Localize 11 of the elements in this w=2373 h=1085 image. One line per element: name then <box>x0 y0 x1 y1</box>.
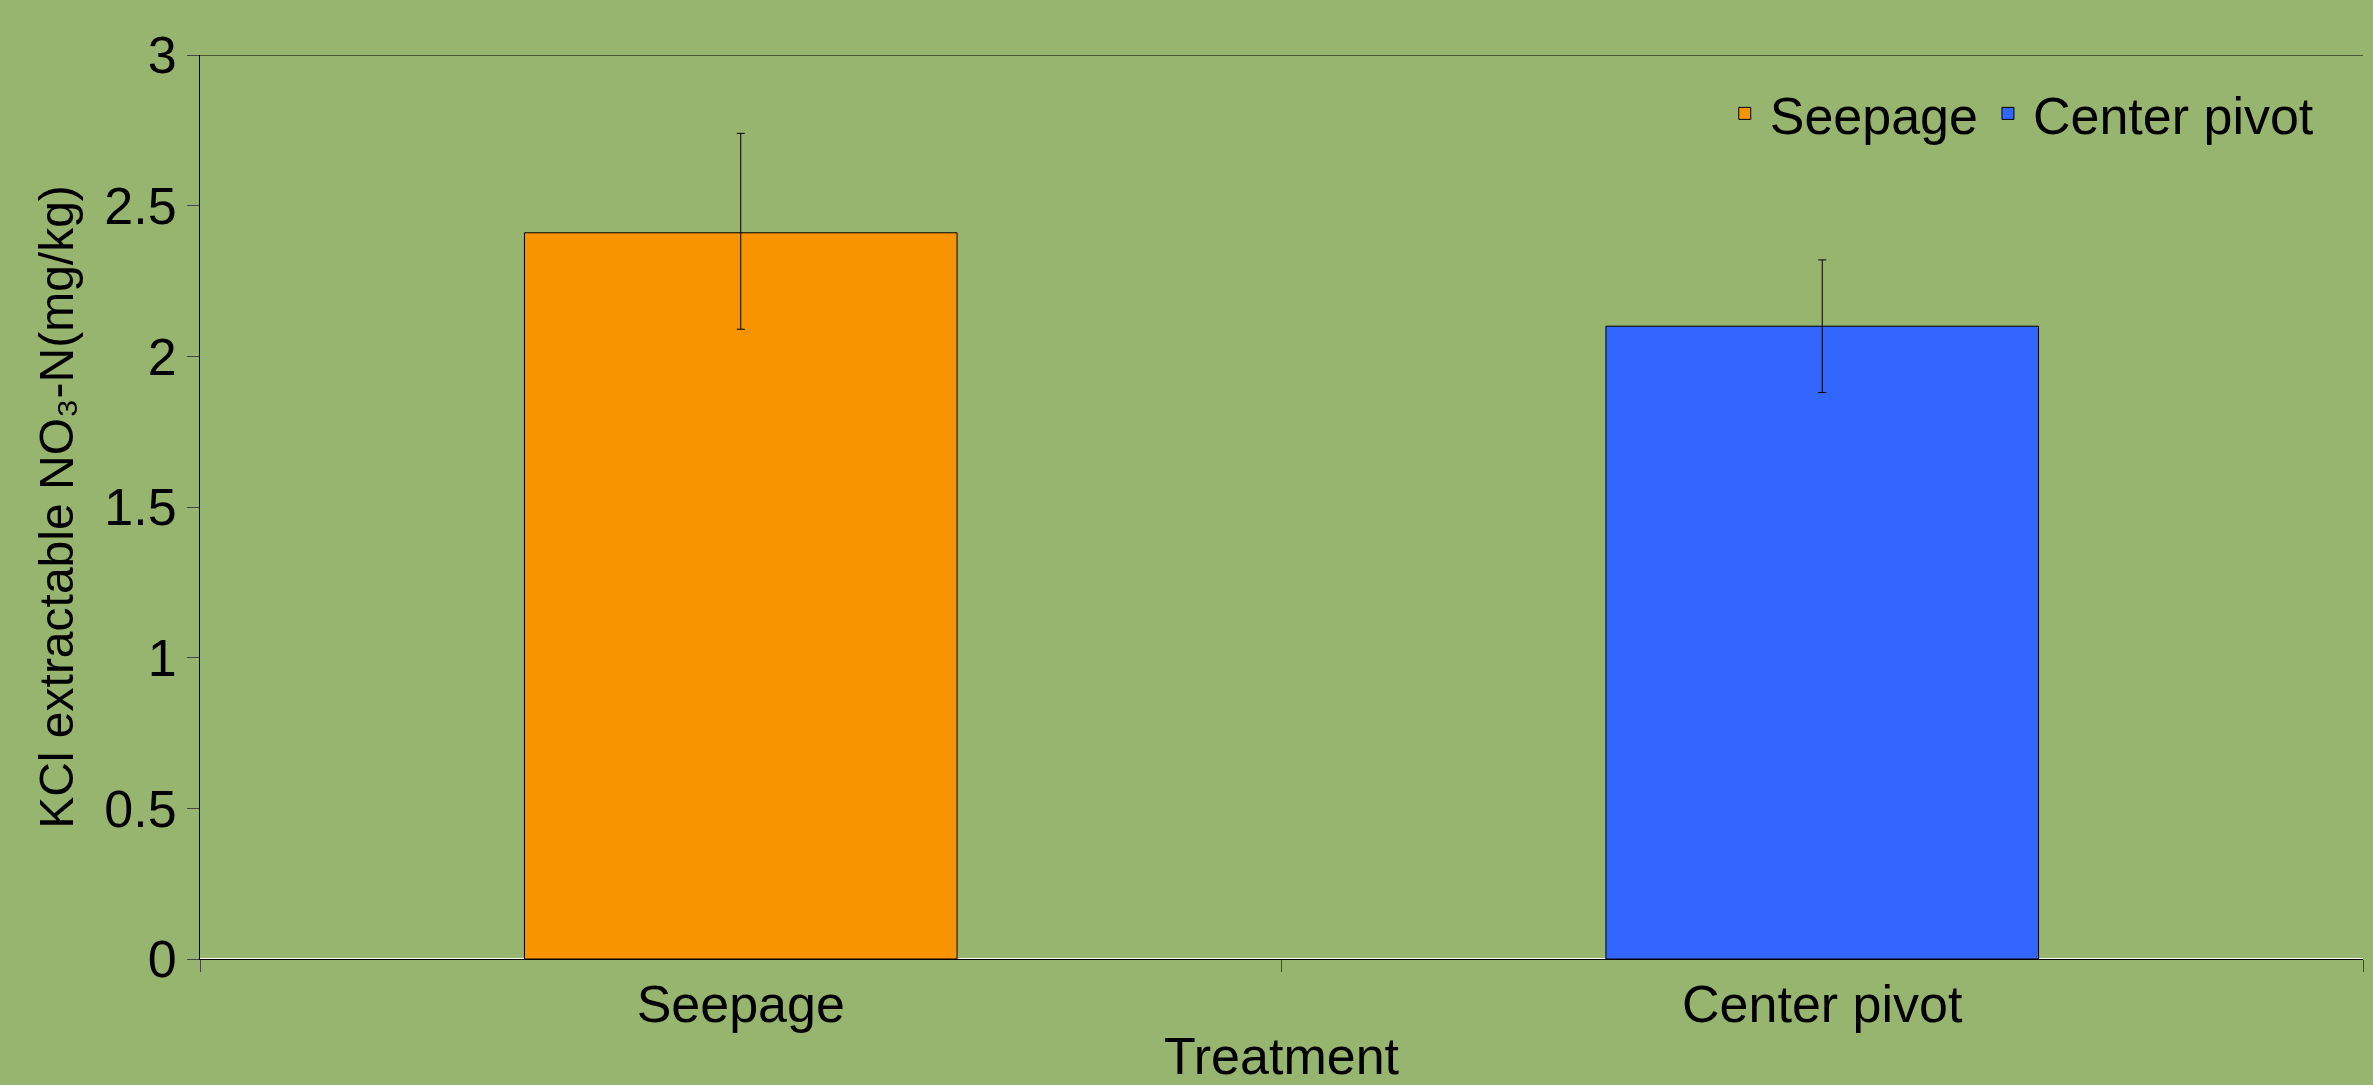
y-tick-label: 2.5 <box>104 176 177 235</box>
y-axis-title: KCl extractable NO₃-N(mg/kg) <box>30 185 83 829</box>
y-tick-label: 1 <box>147 628 177 687</box>
x-axis-title: Treatment <box>1163 1027 1400 1085</box>
y-tick-label: 1.5 <box>104 478 177 537</box>
legend-label: Seepage <box>1769 86 1978 145</box>
legend-label: Center pivot <box>2032 86 2314 145</box>
y-tick-label: 0 <box>147 930 177 989</box>
y-tick-label: 3 <box>147 26 177 85</box>
y-tick-label: 2 <box>147 327 177 386</box>
y-tick-label: 0.5 <box>104 779 177 838</box>
